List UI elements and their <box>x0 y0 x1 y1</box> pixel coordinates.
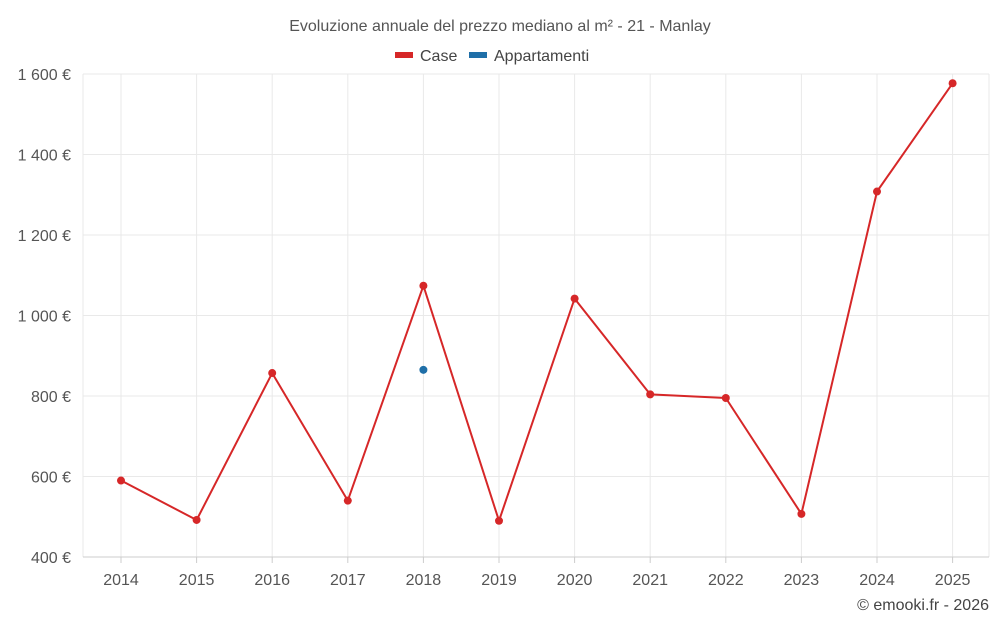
x-tick-label: 2016 <box>254 572 290 589</box>
x-tick-label: 2018 <box>406 572 442 589</box>
legend-swatch <box>469 52 487 58</box>
legend-item-appartamenti[interactable]: Appartamenti <box>469 48 589 65</box>
data-point[interactable] <box>343 496 352 505</box>
data-point[interactable] <box>419 365 428 374</box>
data-point[interactable] <box>192 515 201 524</box>
data-point[interactable] <box>873 187 881 196</box>
data-point[interactable] <box>646 390 655 399</box>
x-tick-label: 2022 <box>708 572 744 589</box>
x-tick-label: 2021 <box>632 572 668 589</box>
data-point[interactable] <box>419 281 428 290</box>
data-point[interactable] <box>797 509 806 518</box>
legend-item-case[interactable]: Case <box>395 48 457 65</box>
x-tick-label: 2019 <box>481 572 517 589</box>
credit-text: © emooki.fr - 2026 <box>857 597 989 614</box>
legend-label: Case <box>420 48 457 65</box>
x-tick-label: 2015 <box>179 572 215 589</box>
series-appartamenti <box>419 365 428 374</box>
data-point[interactable] <box>721 394 730 403</box>
data-point[interactable] <box>495 516 503 525</box>
series-case <box>117 79 957 525</box>
y-tick-label: 800 € <box>31 389 71 406</box>
y-tick-label: 400 € <box>31 550 71 567</box>
x-tick-label: 2017 <box>330 572 366 589</box>
data-point[interactable] <box>117 476 125 485</box>
data-point[interactable] <box>948 79 957 88</box>
x-tick-label: 2025 <box>935 572 971 589</box>
y-tick-label: 600 € <box>31 470 71 487</box>
chart-title: Evoluzione annuale del prezzo mediano al… <box>289 18 711 35</box>
y-tick-label: 1 400 € <box>18 148 71 165</box>
series-line <box>120 82 954 522</box>
x-tick-label: 2024 <box>859 572 895 589</box>
x-tick-label: 2023 <box>784 572 820 589</box>
data-point[interactable] <box>570 294 579 303</box>
data-point[interactable] <box>268 369 277 378</box>
legend-label: Appartamenti <box>494 48 589 65</box>
x-tick-label: 2020 <box>557 572 593 589</box>
legend-swatch <box>395 52 413 58</box>
axes: 400 € 600 € 800 € 1 000 € 1 200 € 1 400 € 1 60… <box>18 67 989 589</box>
y-tick-label: 1 200 € <box>18 228 71 245</box>
grid <box>82 73 990 557</box>
y-tick-label: 1 600 € <box>18 67 71 84</box>
y-tick-label: 1 000 € <box>18 309 71 326</box>
series-layer <box>117 79 957 525</box>
legend[interactable]: Case Appartamenti <box>395 48 589 65</box>
x-tick-label: 2014 <box>103 572 139 589</box>
